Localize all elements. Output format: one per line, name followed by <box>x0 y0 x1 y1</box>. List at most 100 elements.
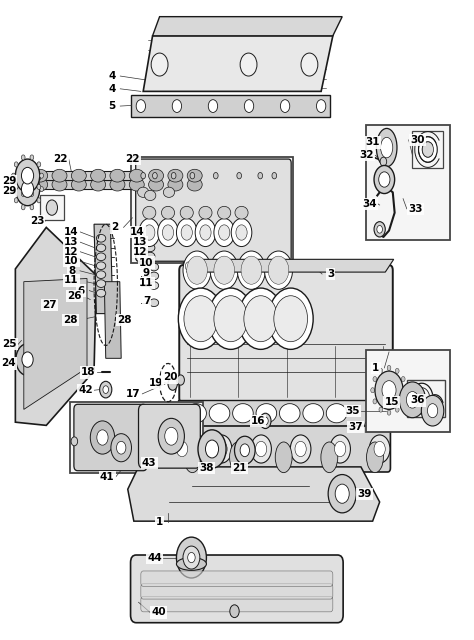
Circle shape <box>274 296 308 342</box>
Text: 6: 6 <box>77 285 84 296</box>
Text: 35: 35 <box>345 406 360 416</box>
Circle shape <box>141 173 146 179</box>
Text: 36: 36 <box>410 396 424 406</box>
Ellipse shape <box>235 206 248 219</box>
Circle shape <box>295 442 306 457</box>
Circle shape <box>334 262 340 271</box>
Circle shape <box>163 225 173 240</box>
Text: 22: 22 <box>53 154 68 164</box>
Circle shape <box>22 352 33 367</box>
Polygon shape <box>94 224 113 314</box>
Circle shape <box>181 225 192 240</box>
Text: 8: 8 <box>68 266 75 276</box>
Circle shape <box>21 155 25 160</box>
Ellipse shape <box>149 299 159 307</box>
Circle shape <box>328 474 356 513</box>
Ellipse shape <box>71 170 86 182</box>
Circle shape <box>195 218 216 246</box>
Ellipse shape <box>180 206 193 219</box>
Ellipse shape <box>280 404 300 423</box>
Ellipse shape <box>137 187 149 197</box>
Circle shape <box>14 162 18 167</box>
Text: 14: 14 <box>130 227 145 237</box>
Text: 22: 22 <box>125 154 140 164</box>
Circle shape <box>301 53 318 76</box>
Circle shape <box>395 369 399 374</box>
Ellipse shape <box>143 206 156 219</box>
Text: 18: 18 <box>81 367 96 378</box>
Ellipse shape <box>91 178 106 191</box>
Ellipse shape <box>303 404 323 423</box>
Circle shape <box>30 191 34 196</box>
Text: 44: 44 <box>147 552 162 563</box>
Circle shape <box>395 407 399 412</box>
Text: 40: 40 <box>151 607 166 618</box>
Ellipse shape <box>33 178 48 191</box>
Circle shape <box>172 100 182 113</box>
Ellipse shape <box>96 253 106 260</box>
Text: 15: 15 <box>384 397 399 407</box>
Circle shape <box>30 155 34 160</box>
Circle shape <box>237 173 242 179</box>
Text: 10: 10 <box>139 257 154 268</box>
Ellipse shape <box>148 170 164 182</box>
Bar <box>31 172 204 180</box>
Circle shape <box>236 225 247 240</box>
Circle shape <box>176 218 197 246</box>
Circle shape <box>258 173 263 179</box>
Circle shape <box>40 186 44 191</box>
Text: 37: 37 <box>348 422 363 432</box>
Ellipse shape <box>164 187 174 197</box>
Text: 32: 32 <box>359 150 374 160</box>
Text: 34: 34 <box>362 199 377 209</box>
Ellipse shape <box>91 170 106 182</box>
Circle shape <box>37 162 41 167</box>
Circle shape <box>379 407 383 412</box>
Circle shape <box>12 173 15 178</box>
Ellipse shape <box>186 404 206 423</box>
Circle shape <box>235 436 255 465</box>
Text: 33: 33 <box>408 204 422 214</box>
Circle shape <box>317 100 326 113</box>
Text: 12: 12 <box>133 246 147 257</box>
Circle shape <box>97 430 108 445</box>
Bar <box>131 157 293 262</box>
FancyBboxPatch shape <box>179 265 393 403</box>
Circle shape <box>207 262 213 271</box>
Ellipse shape <box>96 280 106 287</box>
Circle shape <box>210 251 238 289</box>
Circle shape <box>373 376 377 381</box>
Circle shape <box>153 173 157 179</box>
Circle shape <box>208 288 253 349</box>
Text: 9: 9 <box>143 268 150 278</box>
Text: 17: 17 <box>126 389 141 399</box>
Circle shape <box>176 442 188 457</box>
FancyBboxPatch shape <box>74 404 147 470</box>
Circle shape <box>375 371 403 410</box>
Ellipse shape <box>96 234 106 242</box>
Ellipse shape <box>376 129 397 167</box>
Circle shape <box>151 53 168 76</box>
Circle shape <box>172 435 192 463</box>
Circle shape <box>260 413 271 429</box>
Ellipse shape <box>145 190 156 200</box>
Circle shape <box>335 442 346 457</box>
Text: 26: 26 <box>67 291 82 301</box>
Circle shape <box>171 173 176 179</box>
Ellipse shape <box>275 442 292 472</box>
Bar <box>70 402 203 473</box>
FancyBboxPatch shape <box>172 426 391 472</box>
Circle shape <box>16 344 39 376</box>
Circle shape <box>184 296 218 342</box>
Text: 28: 28 <box>64 315 78 325</box>
Circle shape <box>355 262 362 271</box>
Text: 13: 13 <box>64 237 79 247</box>
Text: 39: 39 <box>357 489 372 499</box>
Circle shape <box>270 262 277 271</box>
Ellipse shape <box>218 206 231 219</box>
Circle shape <box>158 218 178 246</box>
Circle shape <box>240 444 249 457</box>
Polygon shape <box>178 400 388 426</box>
Text: 42: 42 <box>78 385 93 396</box>
Circle shape <box>219 225 230 240</box>
